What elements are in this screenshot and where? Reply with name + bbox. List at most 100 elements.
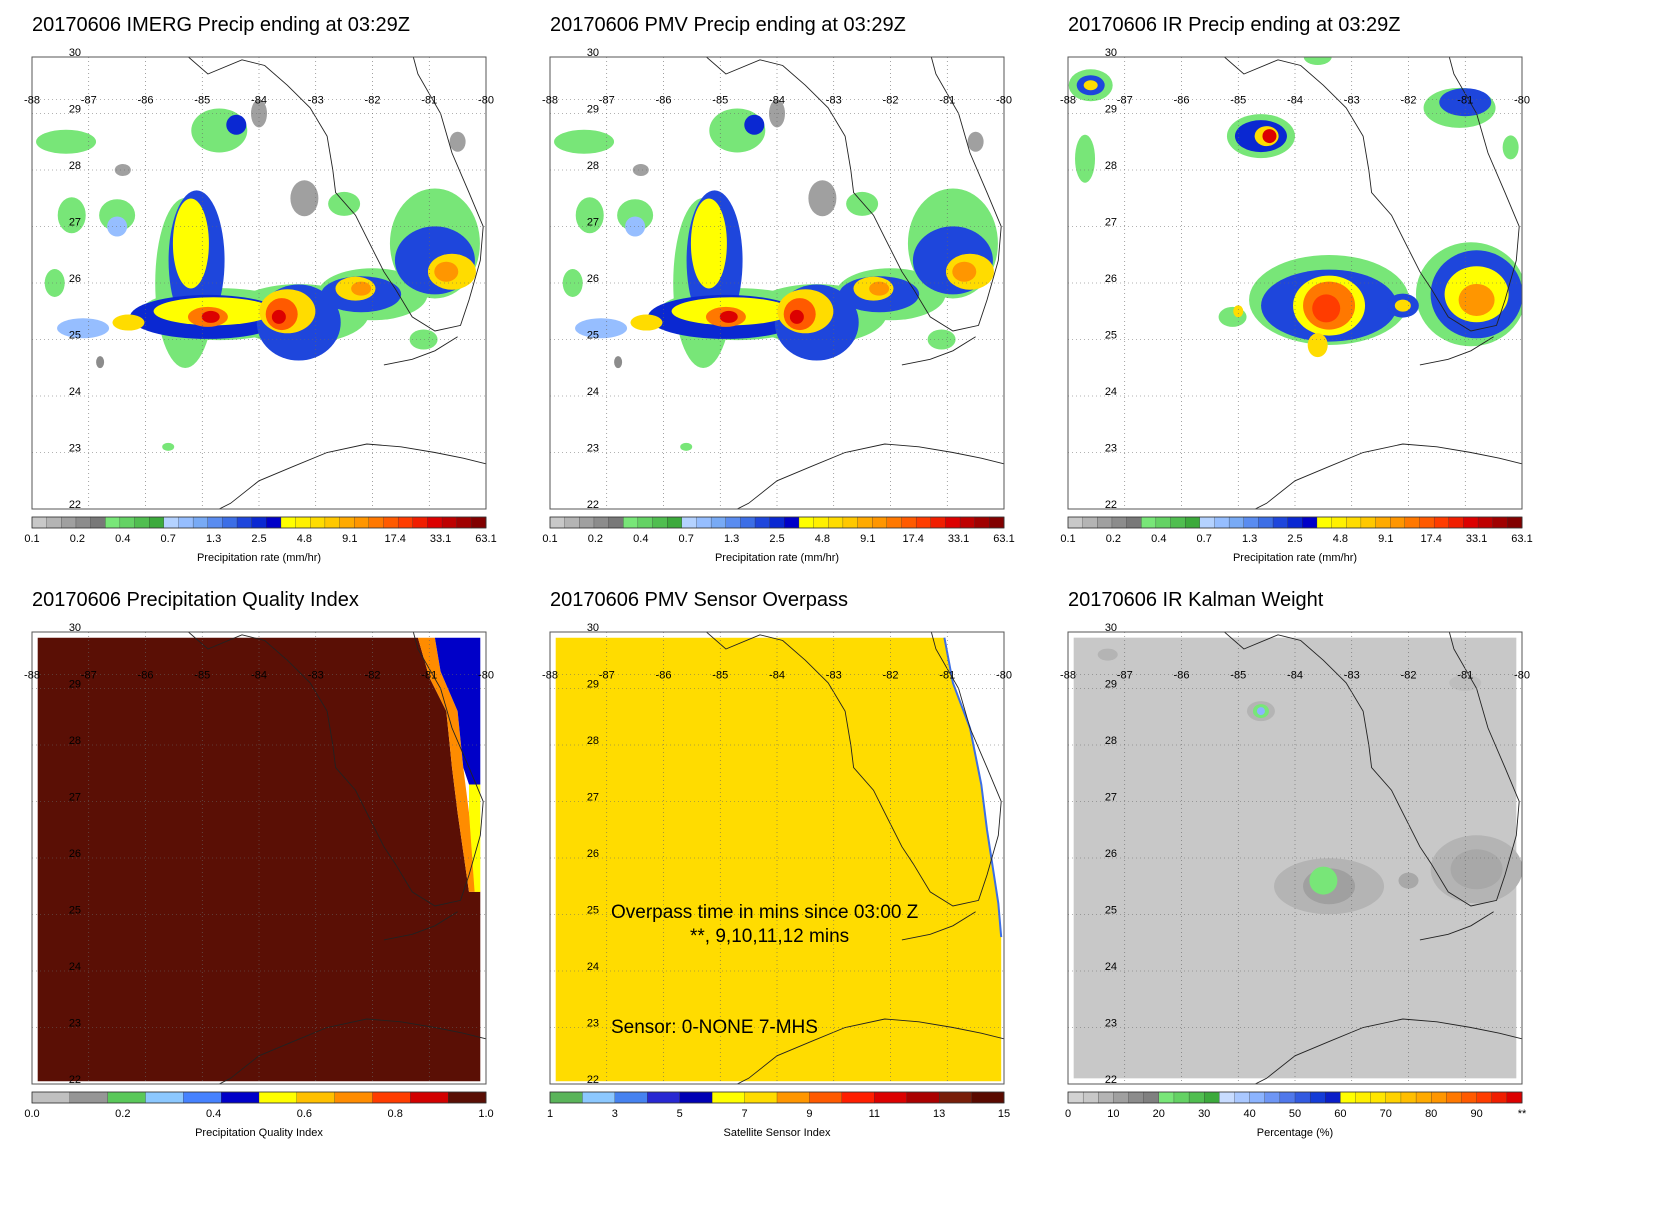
lat-tick-label: 24 [69, 386, 81, 398]
precip-cell [625, 216, 646, 237]
colorbar-swatch [1463, 516, 1479, 529]
lat-tick-label: 27 [1105, 792, 1117, 804]
precip-cell [846, 191, 879, 216]
colorbar-swatch [681, 516, 697, 529]
lon-tick-label: -85 [1230, 94, 1246, 106]
panel-title: 20170606 PMV Sensor Overpass [550, 589, 848, 611]
lat-tick-label: 30 [1105, 622, 1117, 634]
lon-tick-label: -84 [251, 94, 267, 106]
precip-cell [112, 314, 145, 331]
pmv-sensor-map: -88 -87 -86 -85 -84 -83 -82 -81 -80 22 23 24 25 26 27 2… [542, 622, 1012, 1139]
colorbar-swatch [1199, 516, 1215, 529]
colorbar [549, 516, 1005, 529]
colorbar [549, 1091, 1005, 1104]
colorbar-swatch [1128, 1091, 1145, 1104]
lon-tick-label: -84 [769, 94, 785, 106]
colorbar-swatch [784, 516, 800, 529]
lat-tick-label: 29 [587, 679, 599, 691]
colorbar-frame [1067, 516, 1523, 529]
lat-tick-label: 26 [69, 848, 81, 860]
colorbar-swatch [69, 1091, 109, 1104]
coastlines [187, 57, 486, 509]
lon-tick-label: -81 [1457, 94, 1473, 106]
lon-tick-label: -85 [712, 669, 728, 681]
colorbar-swatch [1126, 516, 1142, 529]
gridlines [550, 632, 1004, 1084]
precip-cell [36, 129, 97, 154]
colorbar-swatch [608, 516, 624, 529]
lat-tick-label: 25 [1105, 330, 1117, 342]
lat-tick-label: 25 [69, 905, 81, 917]
colorbar-swatch [280, 516, 297, 529]
colorbar-tick-label: 2.5 [769, 533, 784, 545]
precip-cell [1307, 333, 1328, 358]
plot-frame [1067, 631, 1523, 1085]
colorbar-tick-label: 33.1 [948, 533, 969, 545]
overpass-note-line2: **, 9,10,11,12 mins [690, 926, 850, 947]
coastline [187, 632, 484, 907]
colorbar-swatch [31, 516, 48, 529]
colorbar-tick-label: 0.4 [1151, 533, 1166, 545]
lon-tick-label: -81 [939, 669, 955, 681]
lat-tick-label: 23 [1105, 1018, 1117, 1030]
colorbar-frame [549, 1091, 1005, 1104]
colorbar-swatch [1272, 516, 1289, 529]
colorbar-swatch [1249, 1091, 1266, 1104]
precip-cell [869, 281, 890, 296]
lon-tick-label: -88 [24, 669, 40, 681]
precip-cell [630, 314, 663, 331]
lat-tick-label: 24 [1105, 386, 1117, 398]
colorbar-swatch [266, 516, 282, 529]
colorbar-swatch [1461, 1091, 1478, 1104]
lon-tick-label: -84 [251, 669, 267, 681]
lat-tick-label: 24 [587, 386, 599, 398]
colorbar-swatch [324, 516, 340, 529]
precip-cell [789, 309, 804, 324]
colorbar-tick-label: 0.1 [542, 533, 557, 545]
lat-tick-label: 23 [587, 1018, 599, 1030]
colorbar-swatch [1204, 1091, 1220, 1104]
coastline [838, 508, 843, 509]
colorbar-swatch [178, 516, 194, 529]
colorbar-swatch [776, 1091, 810, 1104]
lon-tick-label: -81 [421, 94, 437, 106]
colorbar-tick-label: 0.7 [1197, 533, 1212, 545]
panel-imerg: 20170606 IMERG Precip ending at 03:29Z -… [24, 14, 550, 604]
colorbar-swatch [1111, 516, 1128, 529]
colorbar-swatch [593, 516, 610, 529]
precip-cell [328, 191, 361, 216]
colorbar-swatch [579, 516, 595, 529]
lon-tick-label: -85 [194, 669, 210, 681]
lon-tick-label: -84 [769, 669, 785, 681]
coastline [218, 443, 486, 509]
lon-tick-label: -85 [712, 94, 728, 106]
colorbar-swatch [647, 1091, 681, 1104]
lat-tick-label: 28 [69, 735, 81, 747]
plot-frame [1067, 56, 1523, 510]
colorbar-tick-label: 40 [1243, 1108, 1255, 1120]
colorbar-swatch [1113, 1091, 1129, 1104]
colorbar-tick-label: 9.1 [860, 533, 875, 545]
colorbar-swatch [1316, 516, 1333, 529]
colorbar-swatch [798, 516, 815, 529]
colorbar-swatch [549, 1091, 583, 1104]
precip-cell [1303, 57, 1332, 65]
data-field [555, 637, 1003, 1082]
ir-map: -88 -87 -86 -85 -84 -83 -82 -81 -80 22 23 24 25 26 27 2… [1060, 47, 1533, 564]
colorbar-swatch [295, 516, 311, 529]
colorbar-tick-label: 0.4 [633, 533, 648, 545]
precip-cell [562, 269, 583, 297]
lat-tick-label: 30 [587, 622, 599, 634]
colorbar-swatch [183, 1091, 222, 1104]
colorbar-swatch [828, 516, 844, 529]
colorbar-swatch [221, 1091, 260, 1104]
colorbar-swatch [1067, 516, 1084, 529]
colorbar-tick-label: 4.8 [297, 533, 312, 545]
lat-tick-label: 24 [1105, 961, 1117, 973]
coastline [1254, 443, 1522, 509]
pqi-mid-region [469, 784, 481, 892]
overpass-note-line1: Overpass time in mins since 03:00 Z [611, 902, 919, 923]
lon-tick-label: -82 [1401, 669, 1417, 681]
lon-tick-label: -83 [1344, 94, 1360, 106]
colorbar-swatch [1082, 516, 1098, 529]
